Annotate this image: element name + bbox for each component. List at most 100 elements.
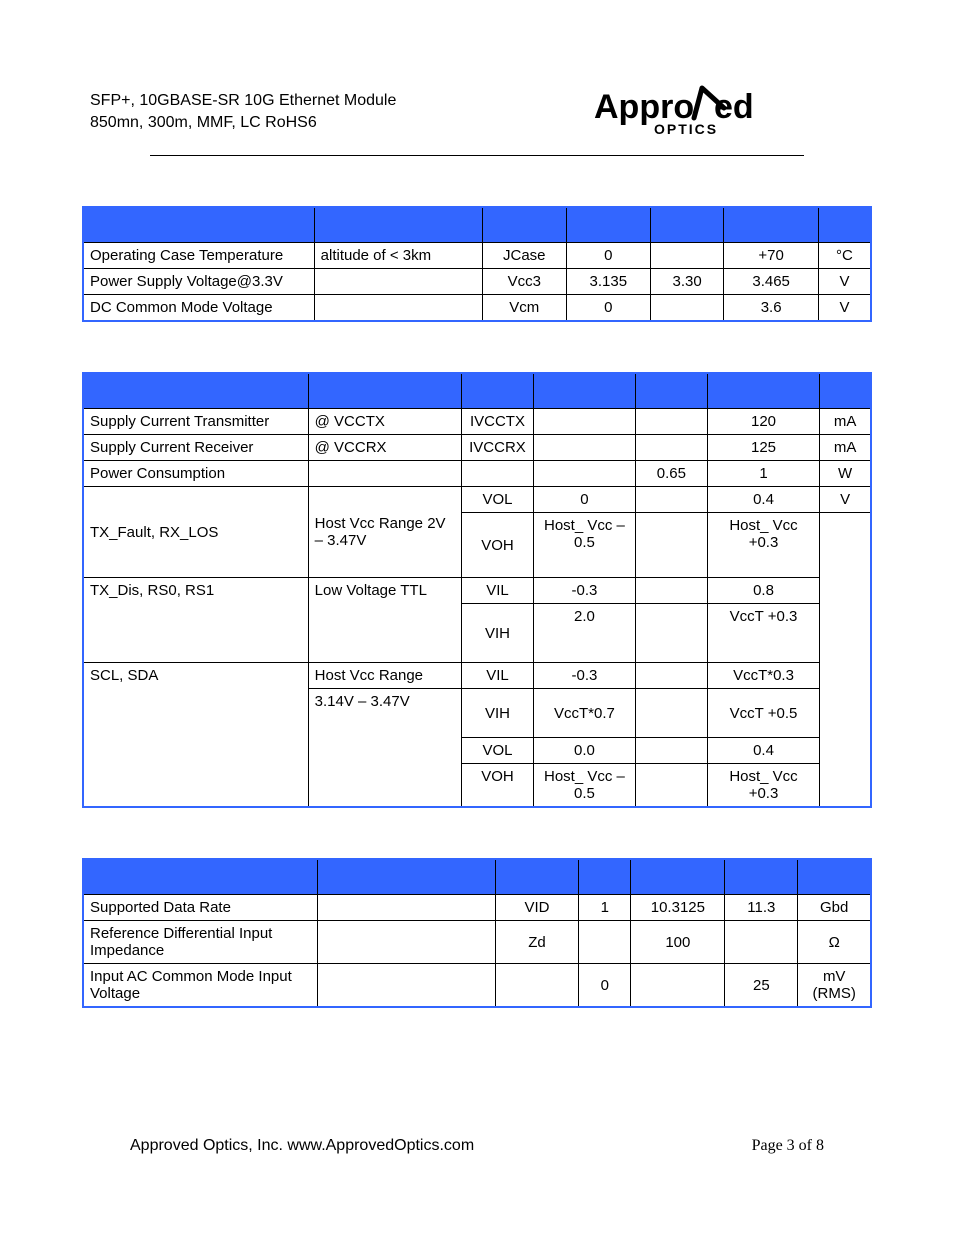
table-row: Supply Current Receiver @ VCCRX IVCCRX 1… xyxy=(83,435,871,461)
table-header-row xyxy=(83,373,871,409)
cell: Zd xyxy=(495,921,578,964)
cell xyxy=(636,663,708,689)
cell: Host_ Vcc – 0.5 xyxy=(533,764,635,808)
cell: Reference Differential Input Impedance xyxy=(83,921,318,964)
cell xyxy=(636,513,708,578)
cell xyxy=(650,295,724,322)
cell xyxy=(636,764,708,808)
header: SFP+, 10GBASE-SR 10G Ethernet Module 850… xyxy=(60,80,894,145)
cell: Low Voltage TTL xyxy=(308,578,462,663)
footer-left: Approved Optics, Inc. www.ApprovedOptics… xyxy=(130,1137,474,1155)
table-row: Supply Current Transmitter @ VCCTX IVCCT… xyxy=(83,409,871,435)
cell: VIH xyxy=(462,689,534,738)
footer-right: Page 3 of 8 xyxy=(752,1137,824,1155)
cell xyxy=(308,461,462,487)
cell: 1 xyxy=(707,461,820,487)
table-header-row xyxy=(83,207,871,243)
cell: 0.8 xyxy=(707,578,820,604)
cell: 0 xyxy=(566,243,650,269)
cell xyxy=(533,435,635,461)
cell: Vcm xyxy=(482,295,566,322)
cell xyxy=(631,964,725,1008)
table-row: Power Consumption 0.65 1 W xyxy=(83,461,871,487)
cell: 0.65 xyxy=(636,461,708,487)
cell: 0.0 xyxy=(533,738,635,764)
cell: 3.30 xyxy=(650,269,724,295)
cell: Power Supply Voltage@3.3V xyxy=(83,269,314,295)
cell: Power Consumption xyxy=(83,461,308,487)
cell: °C xyxy=(818,243,871,269)
cell: TX_Dis, RS0, RS1 xyxy=(83,578,308,663)
cell: 0 xyxy=(579,964,631,1008)
cell xyxy=(314,269,482,295)
cell: VccT +0.5 xyxy=(707,689,820,738)
cell xyxy=(650,243,724,269)
cell xyxy=(636,487,708,513)
cell xyxy=(495,964,578,1008)
cell: W xyxy=(820,461,871,487)
cell: 0 xyxy=(533,487,635,513)
cell: IVCCRX xyxy=(462,435,534,461)
cell: V xyxy=(820,487,871,513)
cell: mV (RMS) xyxy=(798,964,871,1008)
cell xyxy=(636,435,708,461)
cell: VOH xyxy=(462,513,534,578)
cell: VIL xyxy=(462,578,534,604)
table-current: Supply Current Transmitter @ VCCTX IVCCT… xyxy=(82,372,872,808)
table-row: TX_Fault, RX_LOS Host Vcc Range 2V – 3.4… xyxy=(83,487,871,513)
cell xyxy=(636,604,708,663)
cell: Host Vcc Range 2V – 3.47V xyxy=(308,487,462,578)
cell: @ VCCRX xyxy=(308,435,462,461)
cell: VccT*0.7 xyxy=(533,689,635,738)
table-row: DC Common Mode Voltage Vcm 0 3.6 V xyxy=(83,295,871,322)
cell: 3.14V – 3.47V xyxy=(308,689,462,808)
table-row: Supported Data Rate VID 1 10.3125 11.3 G… xyxy=(83,895,871,921)
cell xyxy=(636,689,708,738)
cell xyxy=(318,921,495,964)
cell xyxy=(636,409,708,435)
footer: Approved Optics, Inc. www.ApprovedOptics… xyxy=(0,1137,954,1155)
cell: Host_ Vcc +0.3 xyxy=(707,513,820,578)
cell: SCL, SDA xyxy=(83,663,308,808)
cell: Host Vcc Range xyxy=(308,663,462,689)
cell: 0.4 xyxy=(707,487,820,513)
cell: V xyxy=(818,295,871,322)
cell: 3.6 xyxy=(724,295,819,322)
cell: altitude of < 3km xyxy=(314,243,482,269)
header-divider xyxy=(150,155,804,156)
cell xyxy=(820,513,871,808)
approved-optics-logo-icon: Appro ed OPTICS xyxy=(594,80,794,140)
cell: 100 xyxy=(631,921,725,964)
table-row: Input AC Common Mode Input Voltage 0 25 … xyxy=(83,964,871,1008)
cell xyxy=(314,295,482,322)
cell: 3.465 xyxy=(724,269,819,295)
cell: VOL xyxy=(462,738,534,764)
cell xyxy=(533,461,635,487)
cell: @ VCCTX xyxy=(308,409,462,435)
cell: mA xyxy=(820,409,871,435)
cell: VIL xyxy=(462,663,534,689)
cell: 120 xyxy=(707,409,820,435)
cell: 125 xyxy=(707,435,820,461)
cell: 11.3 xyxy=(725,895,798,921)
cell: VOL xyxy=(462,487,534,513)
cell xyxy=(725,921,798,964)
table-header-row xyxy=(83,859,871,895)
cell xyxy=(636,578,708,604)
page: SFP+, 10GBASE-SR 10G Ethernet Module 850… xyxy=(0,0,954,1235)
table-row: TX_Dis, RS0, RS1 Low Voltage TTL VIL -0.… xyxy=(83,578,871,604)
cell: 2.0 xyxy=(533,604,635,663)
cell: Input AC Common Mode Input Voltage xyxy=(83,964,318,1008)
cell: Host_ Vcc – 0.5 xyxy=(533,513,635,578)
cell: 1 xyxy=(579,895,631,921)
title-line-2: 850mn, 300m, MMF, LC RoHS6 xyxy=(90,112,396,134)
cell: 0 xyxy=(566,295,650,322)
cell: Vcc3 xyxy=(482,269,566,295)
table-row: Power Supply Voltage@3.3V Vcc3 3.135 3.3… xyxy=(83,269,871,295)
cell: Gbd xyxy=(798,895,871,921)
cell xyxy=(318,964,495,1008)
table-row: Operating Case Temperature altitude of <… xyxy=(83,243,871,269)
svg-text:OPTICS: OPTICS xyxy=(654,121,718,137)
cell: Supply Current Transmitter xyxy=(83,409,308,435)
cell: VID xyxy=(495,895,578,921)
